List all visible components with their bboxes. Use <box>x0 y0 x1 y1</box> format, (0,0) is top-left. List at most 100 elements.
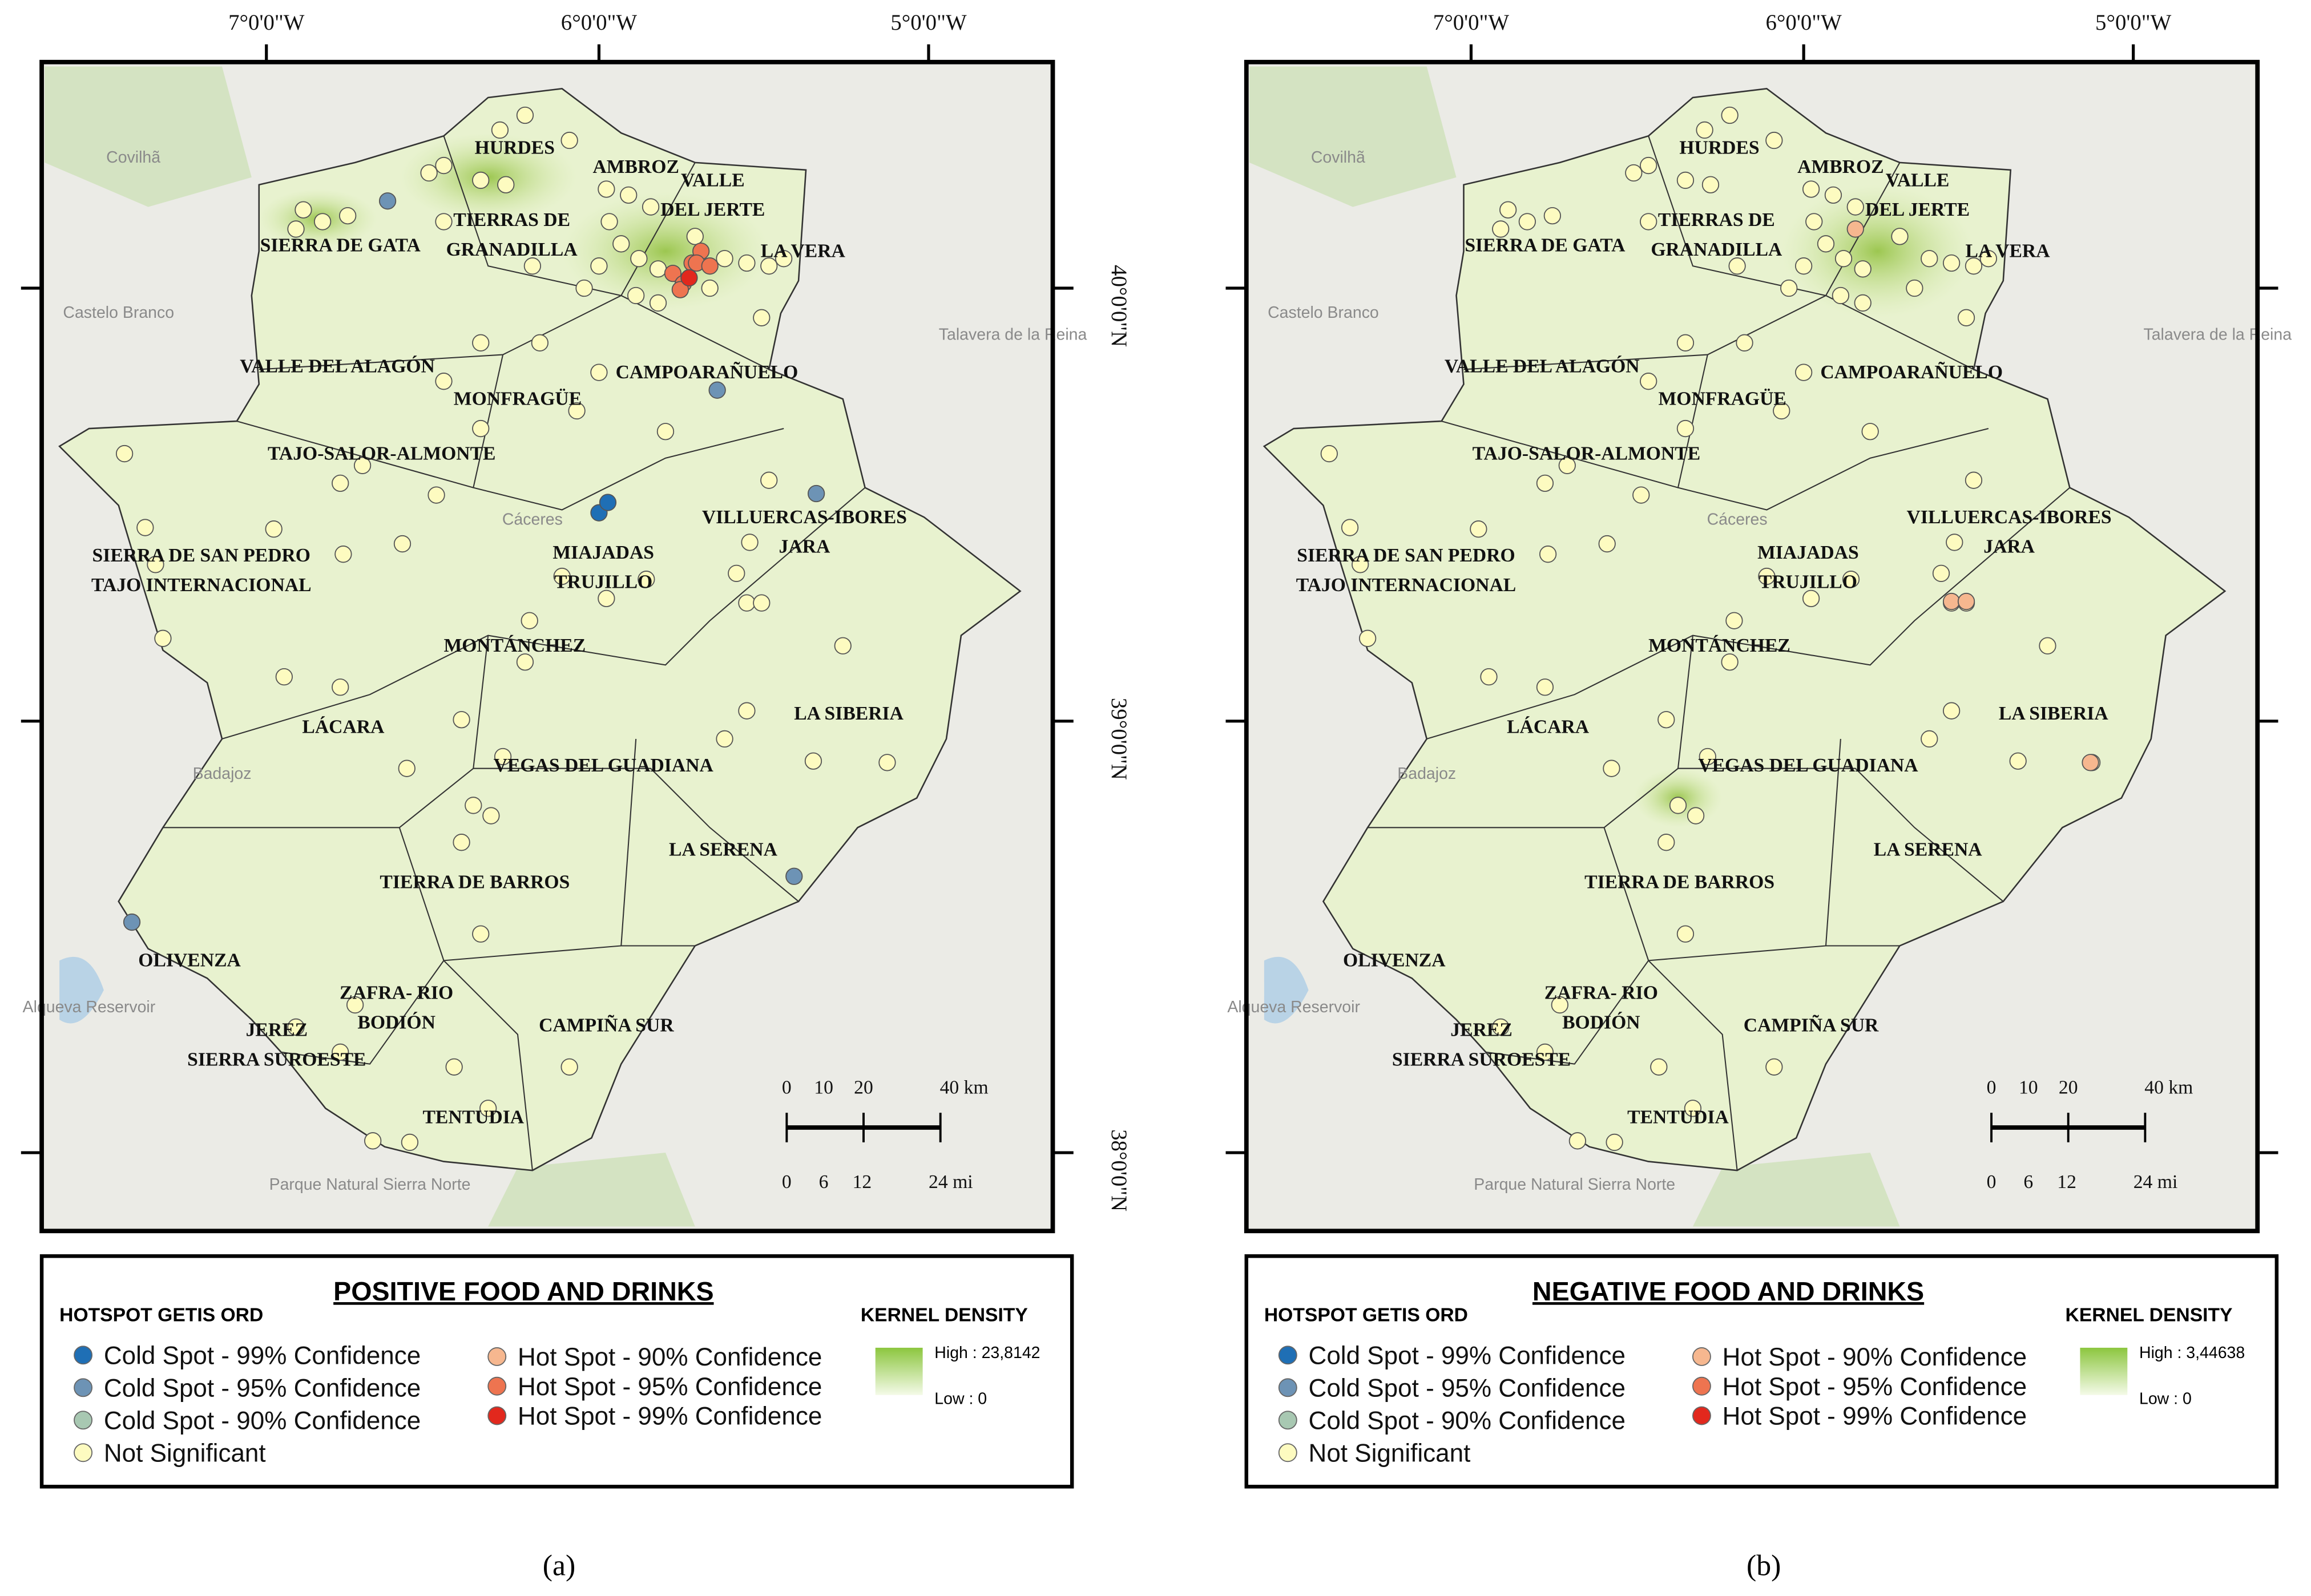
spot-point <box>1568 1132 1587 1150</box>
spot-point <box>472 334 490 351</box>
legend-item: Not Significant <box>104 1439 266 1467</box>
spot-point <box>521 612 538 629</box>
spot-point <box>378 192 397 210</box>
spot-point <box>878 754 896 771</box>
spot-point <box>523 257 542 275</box>
spot-point <box>630 250 648 268</box>
spot-point <box>1539 546 1557 563</box>
spot-point <box>1640 156 1657 175</box>
region-label: SIERRA SUROESTE <box>1392 1049 1571 1070</box>
spot-point <box>738 254 756 272</box>
region-label: LA SIBERIA <box>1999 703 2108 724</box>
spot-point <box>1676 925 1695 943</box>
region-label: TRUJILLO <box>1759 572 1857 593</box>
region-label: MIAJADAS <box>552 542 654 563</box>
region-label: BODIÓN <box>1562 1012 1640 1033</box>
reservoir <box>59 956 104 1024</box>
legend-swatch <box>1692 1406 1711 1425</box>
scale-km: 40 km <box>2144 1077 2193 1098</box>
lon-label: 5°0'0"W <box>2095 10 2172 35</box>
spot-point <box>1765 1058 1783 1076</box>
kernel-low: Low : 0 <box>2139 1389 2192 1408</box>
spot-point <box>275 668 293 686</box>
map-panel: Covilhã Castelo Branco Cáceres Badajoz Talav… <box>1225 10 2292 1582</box>
spot-point <box>590 363 608 381</box>
legend-title: POSITIVE FOOD AND DRINKS <box>333 1276 713 1306</box>
region-border <box>1486 827 1649 1065</box>
region-label: TAJO-SALOR-ALMONTE <box>1473 443 1701 464</box>
region-border <box>620 738 637 946</box>
legend-item: Cold Spot - 90% Confidence <box>1309 1407 1626 1435</box>
legend-item: Hot Spot - 99% Confidence <box>518 1403 822 1431</box>
spot-point <box>494 748 512 766</box>
spot-point <box>1492 1018 1510 1036</box>
spot-point <box>1606 1133 1623 1151</box>
spot-point <box>136 519 154 536</box>
spot-point <box>1676 419 1695 438</box>
spot-point <box>1358 629 1377 647</box>
base-label: Talavera de la Reina <box>939 326 1087 344</box>
spot-point <box>435 156 453 175</box>
scale-km: 0 <box>1987 1077 1997 1098</box>
region-label: LÁCARA <box>1507 717 1590 738</box>
map-frame <box>1244 59 2260 1234</box>
region-label: VILLUERCAS-IBORES <box>1907 507 2112 528</box>
kernel-title: KERNEL DENSITY <box>861 1304 1028 1326</box>
base-label: Talavera de la Reina <box>2144 326 2292 344</box>
legend-swatch <box>74 1378 93 1397</box>
spot-point <box>775 250 793 268</box>
spot-point <box>1942 254 1961 272</box>
region-label: SIERRA DE SAN PEDRO <box>1297 545 1515 566</box>
region-border <box>281 827 445 1065</box>
region-label: LÁCARA <box>302 717 385 738</box>
region-label: VALLE DEL ALAGÓN <box>240 355 435 377</box>
spot-point <box>435 373 453 390</box>
legend-item: Hot Spot - 90% Confidence <box>518 1343 822 1371</box>
spot-point <box>738 594 756 612</box>
region-label: CAMPIÑA SUR <box>1744 1015 1879 1036</box>
base-label: Parque Natural Sierra Norte <box>1474 1175 1675 1194</box>
spot-point <box>753 594 771 612</box>
spot-point <box>671 281 689 298</box>
region-label: LA SIBERIA <box>794 703 904 724</box>
legend-swatch <box>487 1406 507 1425</box>
spot-point <box>1765 131 1783 150</box>
region-border <box>1648 960 1738 1171</box>
region-label: SIERRA DE GATA <box>260 235 421 256</box>
spot-point <box>1632 486 1650 504</box>
region-border <box>1426 487 2070 740</box>
region-label: TIERRAS DE <box>453 209 570 231</box>
region-label: BODIÓN <box>357 1012 435 1033</box>
region-label: SIERRA SUROESTE <box>187 1049 366 1070</box>
spot-point <box>287 1018 305 1036</box>
spot-point <box>1834 250 1853 268</box>
scale-mi: 6 <box>2023 1171 2033 1193</box>
region-border <box>1441 421 1679 488</box>
spot-point <box>1492 220 1510 238</box>
spot-point <box>716 250 733 268</box>
spot-point <box>1603 759 1620 777</box>
region-label: LA VERA <box>1965 241 2050 262</box>
scale-km: 0 <box>782 1077 792 1098</box>
hotspot-title: HOTSPOT GETIS ORD <box>1264 1304 1468 1326</box>
region-label: VEGAS DEL GUADIANA <box>1698 755 1918 776</box>
scale-mi: 24 mi <box>2133 1171 2178 1193</box>
kernel-title: KERNEL DENSITY <box>2066 1304 2233 1326</box>
kernel-density <box>1781 184 1974 318</box>
spot-point <box>1701 176 1720 193</box>
spot-point <box>728 564 745 582</box>
spot-point <box>1946 534 1963 551</box>
spot-point <box>1684 1100 1702 1117</box>
spot-point <box>701 279 719 297</box>
spot-point <box>147 556 164 573</box>
spot-point <box>1957 592 1975 611</box>
spot-point <box>1676 334 1695 351</box>
region-label: MONTÁNCHEZ <box>443 635 586 656</box>
base-label: Parque Natural Sierra Norte <box>269 1175 471 1194</box>
spot-point <box>1846 198 1864 216</box>
region-label: TAJO-SALOR-ALMONTE <box>268 443 496 464</box>
base-label: Covilhã <box>106 148 160 167</box>
spot-point <box>265 520 283 538</box>
region-label: TENTUDIA <box>1627 1106 1729 1128</box>
